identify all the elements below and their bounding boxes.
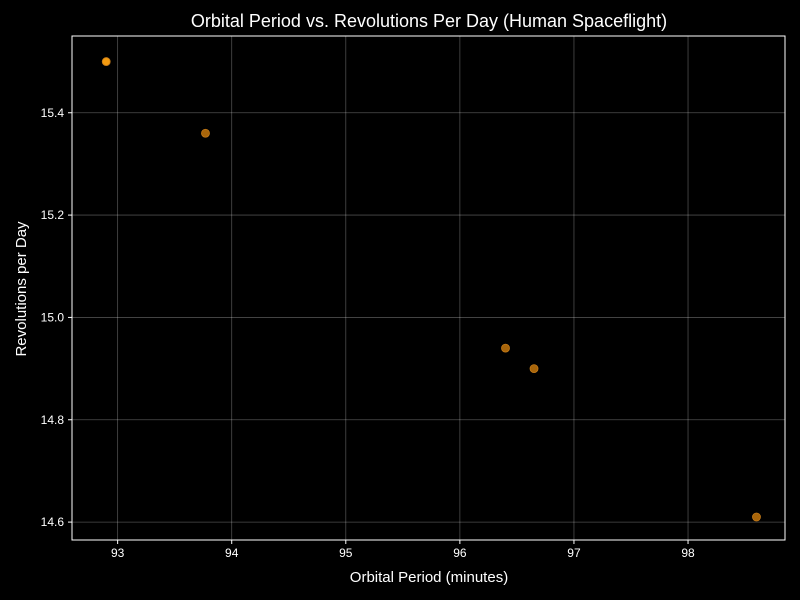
data-points xyxy=(101,57,761,522)
x-tick-label: 97 xyxy=(567,546,581,560)
y-axis-ticks: 14.6 14.8 15.0 15.2 15.4 xyxy=(41,106,72,529)
x-axis-ticks: 93 94 95 96 97 98 xyxy=(111,540,695,560)
chart-title: Orbital Period vs. Revolutions Per Day (… xyxy=(191,11,667,31)
data-point xyxy=(101,57,111,66)
x-tick-label: 95 xyxy=(339,546,353,560)
data-point xyxy=(501,343,510,353)
plot-area-frame xyxy=(71,35,786,541)
y-tick-label: 15.2 xyxy=(41,208,65,222)
x-tick-label: 94 xyxy=(225,546,239,560)
y-axis-label: Revolutions per Day xyxy=(13,221,30,357)
x-axis-label: Orbital Period (minutes) xyxy=(350,569,508,586)
y-tick-label: 15.4 xyxy=(41,106,65,120)
data-point xyxy=(529,364,539,373)
x-tick-label: 96 xyxy=(453,546,467,560)
x-tick-label: 98 xyxy=(681,546,695,560)
x-tick-label: 93 xyxy=(111,546,125,560)
data-point xyxy=(752,512,761,522)
y-tick-label: 15.0 xyxy=(41,310,65,324)
y-tick-label: 14.6 xyxy=(41,515,65,529)
y-tick-label: 14.8 xyxy=(41,413,65,427)
grid-lines xyxy=(72,36,785,540)
data-point xyxy=(201,128,210,138)
